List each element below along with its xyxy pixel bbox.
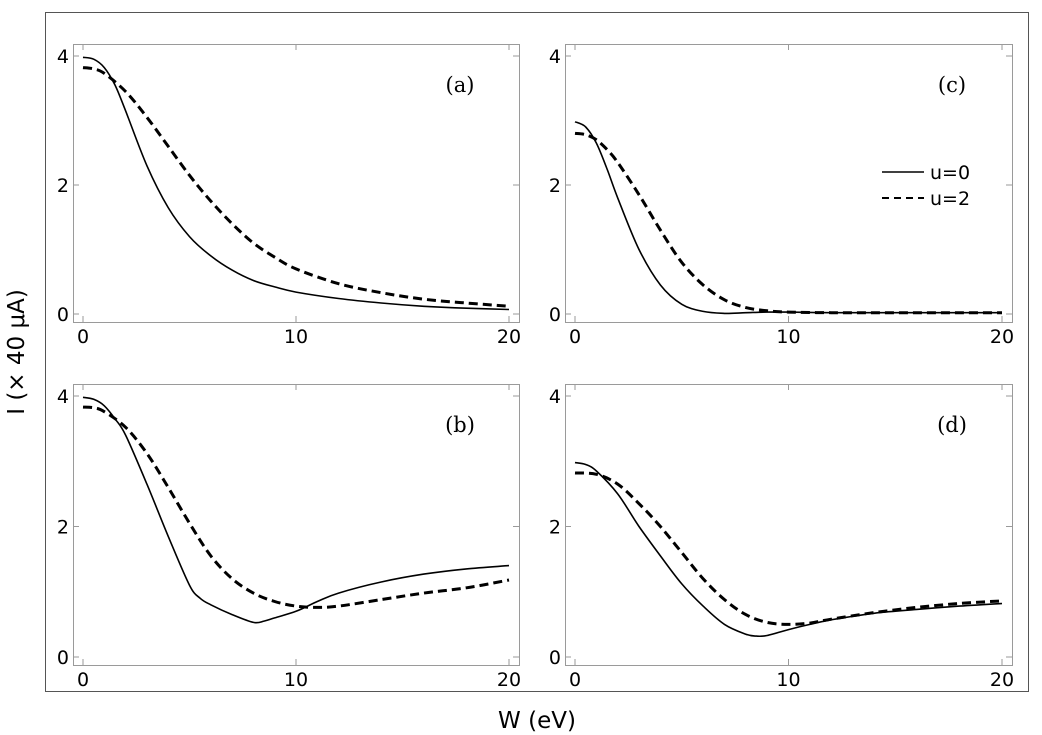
y-tick-label: 2 [549,517,561,539]
x-tick-label: 20 [497,326,521,348]
y-tick-label: 0 [549,304,561,326]
y-tick-label: 4 [57,46,69,68]
x-tick-label: 10 [284,326,308,348]
legend: u=0 u=2 [882,162,970,210]
series-line-u=2 [574,131,1002,315]
legend-label-u2: u=2 [930,188,970,210]
x-tick-label: 0 [77,326,89,348]
y-tick-label: 2 [57,517,69,539]
x-tick-label: 0 [569,326,581,348]
panel-label: (b) [445,413,475,437]
series-line-u=2 [574,471,1003,626]
figure-frame [45,12,1029,692]
panel-a: 0 10 20 0 2 4 (a) [57,44,521,348]
y-tick-label: 4 [57,386,69,408]
panel-label: (d) [937,413,967,437]
panel-c: 0 10 20 0 2 4 (c) [549,44,1014,348]
x-tick-label: 10 [776,669,800,691]
y-tick-label: 4 [549,46,561,68]
y-tick-label: 4 [549,386,561,408]
y-tick-label: 2 [57,175,69,197]
legend-label-u0: u=0 [930,162,970,184]
x-tick-label: 20 [990,326,1014,348]
series-line-u=0 [574,461,1003,638]
x-tick-label: 20 [497,669,521,691]
x-tick-label: 0 [569,669,581,691]
panel-d: 0 10 20 0 2 4 (d) [549,384,1014,691]
series-line-u=0 [82,56,510,311]
panel-b: 0 10 20 0 2 4 (b) [57,384,521,691]
x-tick-label: 10 [776,326,800,348]
x-tick-label: 0 [77,669,89,691]
series-line-u=0 [82,396,510,624]
y-tick-label: 0 [57,647,69,669]
panel-label: (c) [938,73,966,97]
series-line-u=0 [574,121,1002,315]
y-tick-label: 0 [549,647,561,669]
x-axis-title: W (eV) [498,708,576,734]
y-axis-title: I (× 40 μA) [4,289,30,415]
series-line-u=2 [82,405,510,609]
y-tick-label: 0 [57,304,69,326]
series-line-u=2 [82,66,510,308]
x-tick-label: 10 [284,669,308,691]
panel-label: (a) [446,73,475,97]
x-tick-label: 20 [990,669,1014,691]
y-tick-label: 2 [549,175,561,197]
